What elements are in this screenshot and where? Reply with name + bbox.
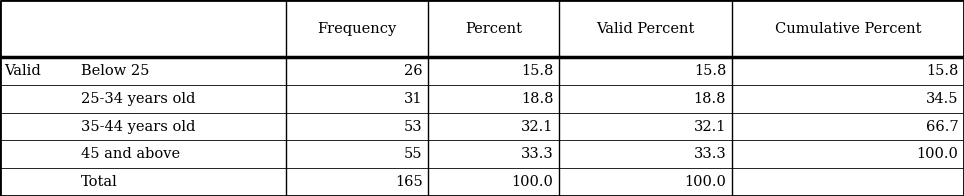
Text: Cumulative Percent: Cumulative Percent — [775, 22, 922, 36]
Text: 33.3: 33.3 — [521, 147, 553, 161]
Text: 100.0: 100.0 — [917, 147, 958, 161]
Text: Valid Percent: Valid Percent — [597, 22, 695, 36]
Text: Percent: Percent — [466, 22, 522, 36]
Text: 33.3: 33.3 — [693, 147, 726, 161]
Text: Valid: Valid — [4, 64, 40, 78]
Text: Total: Total — [81, 175, 118, 189]
Text: 32.1: 32.1 — [694, 120, 726, 134]
Text: 18.8: 18.8 — [522, 92, 553, 106]
Text: 100.0: 100.0 — [512, 175, 553, 189]
Text: 34.5: 34.5 — [925, 92, 958, 106]
Text: 35-44 years old: 35-44 years old — [81, 120, 196, 134]
Text: 25-34 years old: 25-34 years old — [81, 92, 196, 106]
Text: 31: 31 — [404, 92, 422, 106]
Text: 15.8: 15.8 — [522, 64, 553, 78]
Text: Frequency: Frequency — [317, 22, 396, 36]
Text: 18.8: 18.8 — [694, 92, 726, 106]
Text: 100.0: 100.0 — [684, 175, 726, 189]
Text: 165: 165 — [395, 175, 422, 189]
Text: 15.8: 15.8 — [694, 64, 726, 78]
Text: 53: 53 — [404, 120, 422, 134]
Text: 15.8: 15.8 — [925, 64, 958, 78]
Text: 26: 26 — [404, 64, 422, 78]
Text: 55: 55 — [404, 147, 422, 161]
Text: 45 and above: 45 and above — [81, 147, 180, 161]
Text: 66.7: 66.7 — [925, 120, 958, 134]
Text: 32.1: 32.1 — [522, 120, 553, 134]
Text: Below 25: Below 25 — [81, 64, 149, 78]
